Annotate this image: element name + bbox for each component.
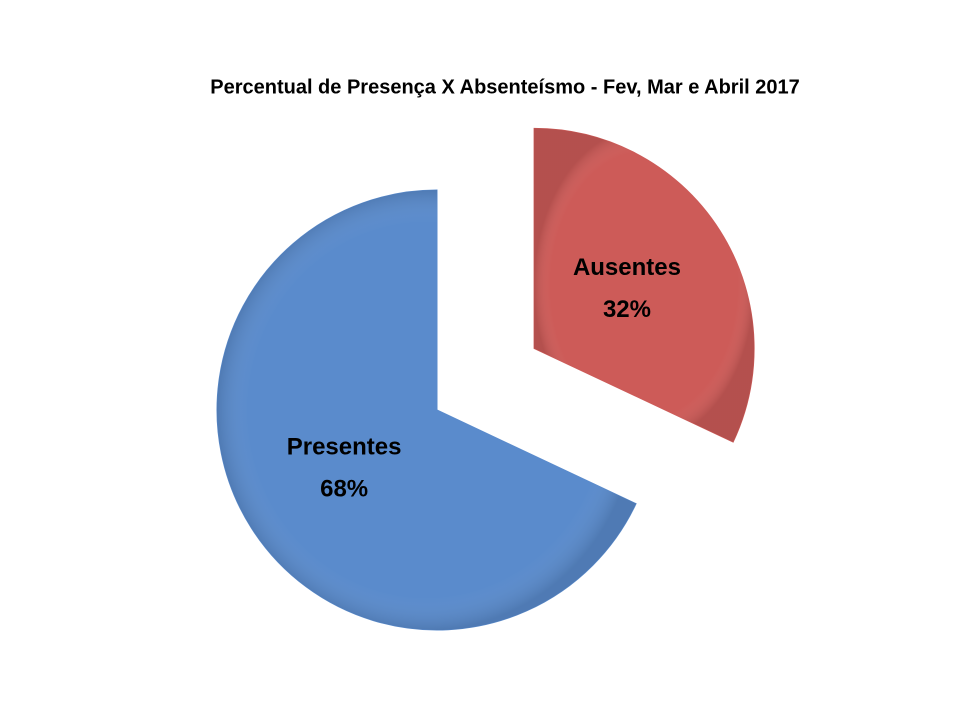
slice-label: Ausentes	[573, 254, 681, 281]
slice-value-label: 32%	[603, 296, 651, 323]
slice-value-label: 68%	[320, 475, 368, 502]
slice-label: Presentes	[287, 433, 402, 460]
chart-title: Percentual de Presença X Absenteísmo - F…	[210, 76, 800, 98]
pie-slice	[533, 127, 755, 443]
